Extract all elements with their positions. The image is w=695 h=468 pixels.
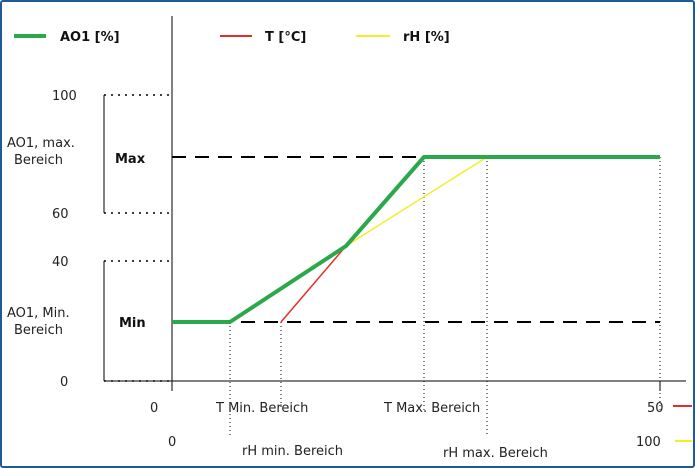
legend-ao1-label: AO1 [%] — [60, 30, 120, 45]
x-rh-max-label: rH max. Bereich — [443, 446, 548, 461]
x-t-min-label: T Min. Bereich — [215, 401, 308, 416]
min-band-label-line2: Bereich — [14, 323, 63, 338]
x-rh-end-label: 100 — [636, 435, 661, 450]
legend-rh-label: rH [%] — [403, 30, 450, 45]
max-band-label-line1: AO1, max. — [7, 136, 75, 151]
rh-series-line — [345, 156, 488, 247]
x-t-start-label: 0 — [150, 401, 158, 416]
min-band-label-line1: AO1, Min. — [7, 306, 70, 321]
y-tick-100: 100 — [52, 89, 77, 104]
max-band-label-line2: Bereich — [14, 153, 63, 168]
max-level-label: Max — [115, 152, 146, 167]
x-rh-min-label: rH min. Bereich — [242, 444, 343, 459]
y-tick-0: 0 — [60, 375, 68, 390]
x-rh-start-label: 0 — [168, 435, 176, 450]
x-t-max-label: T Max. Bereich — [383, 401, 480, 416]
legend-t-label: T [°C] — [265, 30, 306, 45]
min-level-label: Min — [119, 316, 146, 331]
y-tick-60: 60 — [52, 207, 69, 222]
ao1-series-line — [172, 155, 660, 324]
x-t-end-label: 50 — [647, 401, 664, 416]
y-tick-40: 40 — [52, 255, 69, 270]
